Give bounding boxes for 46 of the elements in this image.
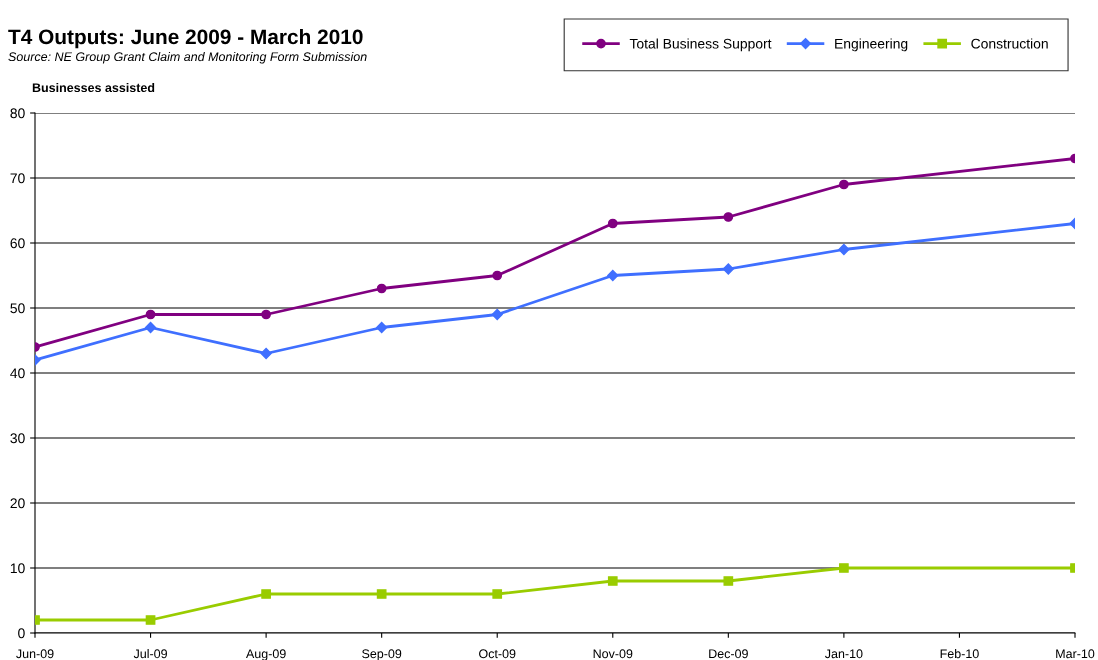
point: [607, 269, 619, 282]
chart-subtitle: Source: NE Group Grant Claim and Monitoring Form Submission: [8, 51, 367, 64]
x-tick-label: Dec-09: [709, 649, 748, 659]
x-tick-label: Jan-10: [824, 649, 863, 659]
point: [261, 309, 271, 320]
x-tick-label: Nov-09: [593, 649, 633, 659]
point: [261, 589, 271, 599]
legend-label: Engineering: [835, 38, 908, 52]
y-tick-label: 60: [10, 238, 25, 249]
y-tick-label: 20: [10, 498, 25, 509]
y-tick-label: 50: [10, 303, 25, 314]
legend-label: Construction: [971, 38, 1048, 49]
point: [839, 563, 849, 573]
x-tick-label: Feb-10: [940, 648, 979, 659]
point: [260, 347, 272, 360]
point: [145, 309, 156, 320]
chart-title: T4 Outputs: June 2009 - March 2010: [8, 28, 363, 49]
point: [145, 615, 156, 625]
point: [376, 283, 387, 294]
point: [723, 212, 734, 222]
y-axis-title: Businesses assisted: [32, 82, 155, 93]
point: [839, 179, 849, 190]
y-tick-label: 70: [10, 173, 25, 184]
point: [722, 263, 734, 275]
point: [492, 270, 503, 281]
y-tick-label: 0: [18, 628, 25, 639]
y-tick-label: 40: [10, 368, 25, 379]
x-tick-label: Jul-09: [133, 648, 167, 659]
point: [607, 218, 618, 229]
point: [723, 576, 734, 586]
y-tick-label: 80: [10, 108, 25, 119]
y-tick-label: 30: [10, 433, 25, 444]
legend-label: Total Business Support: [629, 38, 772, 52]
point: [376, 589, 387, 599]
x-tick-label: Sep-09: [362, 649, 402, 660]
y-tick-label: 10: [10, 563, 25, 574]
point: [607, 576, 618, 586]
x-tick-label: Mar-10: [1056, 649, 1095, 659]
point: [492, 589, 503, 599]
point: [376, 321, 388, 334]
point: [491, 308, 503, 321]
point: [838, 243, 850, 256]
point: [144, 321, 157, 334]
x-tick-label: Jun-09: [16, 649, 54, 659]
x-tick-label: Aug-09: [245, 649, 286, 660]
x-tick-label: Oct-09: [479, 649, 516, 659]
